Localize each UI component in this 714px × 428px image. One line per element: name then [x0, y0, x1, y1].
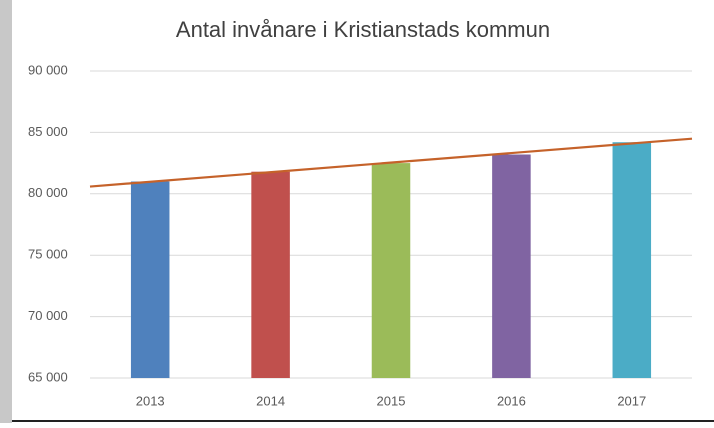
x-tick-label: 2016: [497, 393, 526, 408]
bar: [251, 171, 290, 378]
y-tick-label: 90 000: [28, 62, 68, 77]
x-tick-label: 2017: [617, 393, 646, 408]
x-tick-label: 2015: [377, 393, 406, 408]
y-tick-label: 65 000: [28, 369, 68, 384]
bar: [612, 142, 652, 378]
bar: [492, 154, 531, 378]
trendline: [89, 137, 693, 188]
x-tick-label: 2014: [256, 393, 285, 408]
y-tick-label: 75 000: [28, 247, 68, 262]
left-border: [0, 0, 12, 423]
y-tick-label: 80 000: [28, 185, 68, 200]
bar: [371, 163, 411, 378]
y-tick-label: 85 000: [28, 124, 68, 139]
bar: [130, 181, 170, 378]
y-tick-label: 70 000: [28, 308, 68, 323]
chart-title: Antal invånare i Kristianstads kommun: [176, 17, 550, 42]
x-tick-label: 2013: [136, 393, 165, 408]
